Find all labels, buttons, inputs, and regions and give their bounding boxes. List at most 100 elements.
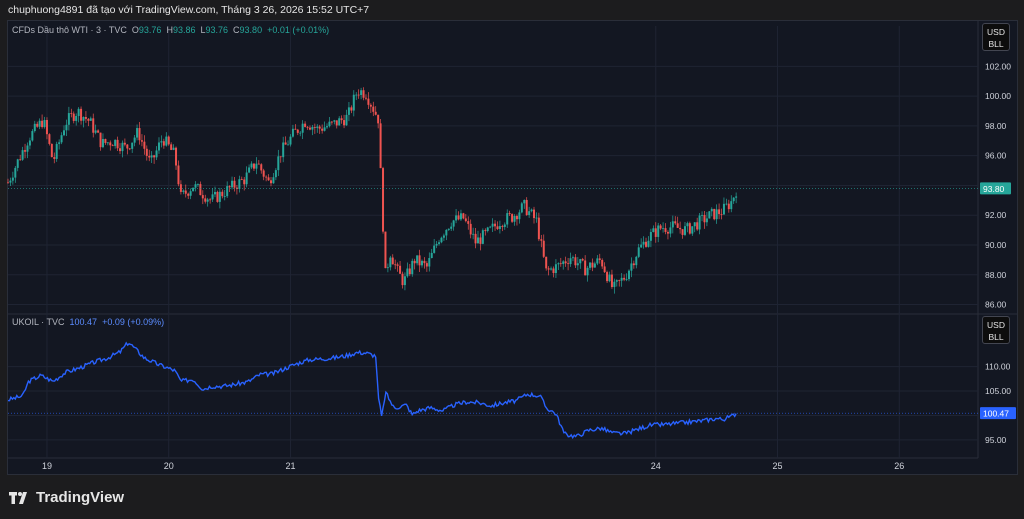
candle-body [333, 120, 336, 122]
bottom-unit: BLL [988, 332, 1004, 342]
candle-body [97, 130, 100, 133]
candle-body [501, 226, 504, 227]
candle-body [19, 159, 22, 161]
candle-body [472, 233, 475, 235]
candle-body [662, 228, 665, 229]
top-unit-badge[interactable]: USD BLL [982, 23, 1010, 51]
candle-body [571, 257, 574, 259]
bottom-value: 100.47 [69, 317, 98, 327]
candle-body [399, 265, 402, 274]
candle-body [530, 209, 533, 212]
candle-body [632, 263, 635, 266]
candle-body [201, 195, 204, 199]
candle-body [250, 163, 253, 168]
candle-body [589, 262, 592, 268]
candle-body [41, 120, 44, 128]
candle-body [248, 167, 251, 173]
candle-body [408, 268, 411, 275]
candle-body [664, 228, 667, 232]
candle-body [352, 94, 355, 111]
candle-body [511, 214, 514, 222]
candle-body [77, 108, 80, 117]
candle-body [637, 247, 640, 257]
candle-body [194, 184, 197, 188]
candle-body [496, 226, 499, 229]
y-tick-label: 100.00 [985, 91, 1011, 101]
candle-body [391, 257, 394, 265]
candle-body [640, 244, 643, 248]
candle-body [508, 213, 511, 215]
candle-body [652, 228, 655, 233]
candle-body [355, 94, 358, 96]
candle-body [67, 113, 70, 125]
candle-body [267, 177, 270, 181]
candle-body [192, 187, 195, 192]
candle-body [328, 121, 331, 127]
candle-body [479, 237, 482, 244]
candle-body [223, 196, 226, 197]
candle-body [581, 259, 584, 261]
candle-body [374, 111, 377, 115]
candle-body [615, 280, 618, 282]
candle-body [218, 191, 221, 202]
candle-body [457, 215, 460, 220]
candle-body [701, 214, 704, 216]
candle-body [403, 276, 406, 286]
top-legend: CFDs Dầu thô WTI · 3 · TVC O93.76 H93.86… [12, 25, 329, 35]
candle-body [65, 124, 68, 131]
y-tick-label: 105.00 [985, 386, 1011, 396]
candle-body [187, 193, 190, 196]
x-tick-label: 19 [42, 461, 52, 471]
candle-body [75, 116, 78, 121]
candle-body [289, 136, 292, 145]
candle-body [172, 147, 175, 150]
low-label: L [200, 25, 206, 35]
candle-body [114, 139, 117, 146]
y-tick-label: 96.00 [985, 151, 1007, 161]
y-tick-label: 88.00 [985, 270, 1007, 280]
candle-body [537, 217, 540, 240]
x-tick-label: 24 [651, 461, 661, 471]
candle-body [645, 241, 648, 247]
candle-body [274, 170, 277, 178]
candle-body [610, 274, 613, 288]
bottom-unit-badge[interactable]: USD BLL [982, 316, 1010, 344]
candle-body [360, 90, 363, 96]
low-value: 93.76 [205, 25, 229, 35]
open-value: 93.76 [138, 25, 162, 35]
candle-body [715, 209, 718, 220]
candle-body [423, 260, 426, 264]
candle-body [735, 196, 738, 198]
candle-body [386, 267, 389, 269]
candle-body [683, 226, 686, 235]
candle-body [384, 231, 387, 269]
candle-body [450, 226, 453, 229]
candle-body [576, 263, 579, 266]
candle-body [691, 226, 694, 234]
candle-body [464, 218, 467, 222]
candle-body [50, 143, 53, 158]
candle-body [55, 143, 58, 159]
candle-body [420, 260, 423, 266]
candle-body [608, 274, 611, 282]
candle-body [491, 223, 494, 227]
candle-body [182, 190, 185, 192]
candle-body [584, 260, 587, 276]
candle-body [177, 165, 180, 185]
candle-body [506, 213, 509, 225]
candle-body [350, 107, 353, 111]
candle-body [489, 226, 492, 228]
bottom-change: +0.09 (+0.09%) [102, 317, 165, 327]
candle-body [528, 211, 531, 216]
bottom-legend: UKOIL · TVC 100.47 +0.09 (+0.09%) [12, 317, 164, 327]
candle-body [63, 130, 66, 136]
candle-body [394, 264, 397, 266]
candle-body [296, 129, 299, 133]
candle-body [150, 155, 153, 158]
candle-body [119, 148, 122, 152]
candle-body [277, 156, 280, 171]
candle-body [7, 182, 9, 184]
candle-body [311, 127, 314, 130]
candle-body [26, 145, 29, 152]
